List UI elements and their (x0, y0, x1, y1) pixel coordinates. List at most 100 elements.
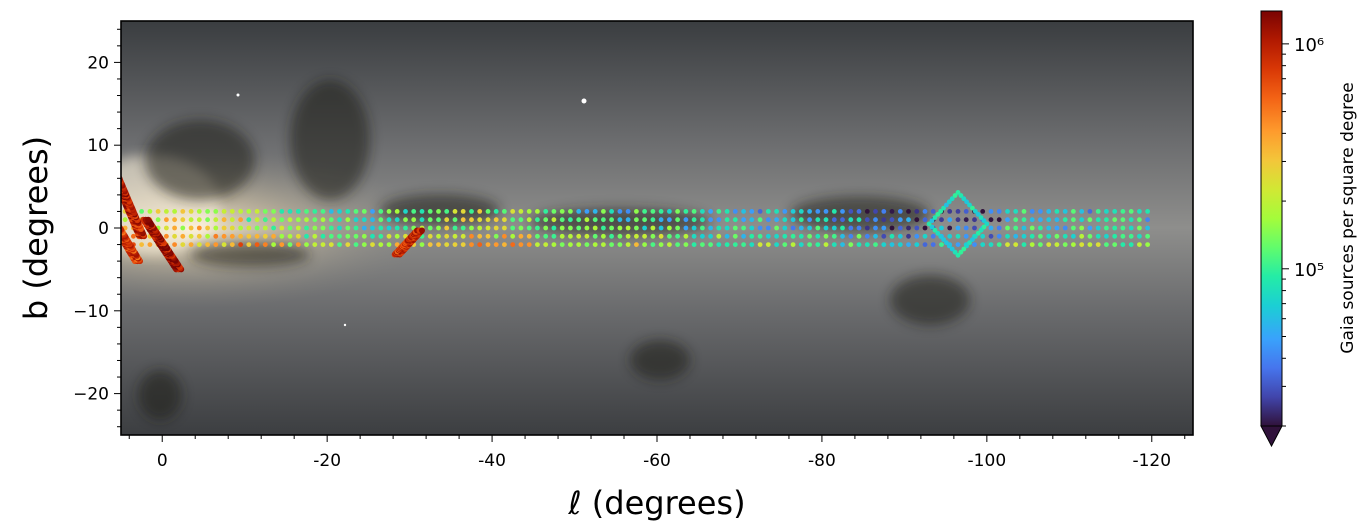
grid-point (328, 225, 334, 231)
diamond-point (949, 246, 955, 252)
grid-point (1145, 242, 1150, 248)
grid-point (469, 242, 474, 248)
grid-point (617, 209, 623, 214)
strip-point (110, 218, 116, 224)
diamond-point (981, 218, 987, 224)
diamond-point (972, 234, 978, 239)
grid-point (741, 233, 746, 239)
grid-point (477, 217, 483, 223)
grid-point (510, 217, 516, 223)
grid-point (922, 225, 928, 231)
grid-point (774, 217, 779, 223)
grid-point (353, 209, 359, 214)
grid-point (642, 242, 647, 248)
grid-point (592, 233, 598, 239)
grid-point (881, 233, 887, 239)
grid-point (807, 217, 812, 223)
grid-point (683, 209, 689, 214)
grid-point (930, 242, 936, 248)
grid-point (1046, 217, 1052, 223)
strip-point (114, 220, 120, 226)
grid-point (1095, 225, 1101, 231)
grid-point (378, 209, 384, 214)
grid-point (667, 209, 672, 214)
grid-point (798, 225, 804, 231)
grid-point (172, 209, 178, 214)
grid-point (485, 233, 491, 239)
grid-point (700, 233, 705, 239)
diamond-point (975, 212, 981, 217)
grid-point (1054, 242, 1060, 248)
grid-point (881, 217, 887, 223)
diamond-point (984, 221, 990, 227)
grid-point (469, 217, 474, 223)
grid-point (370, 217, 375, 223)
grid-point (881, 209, 887, 214)
grid-point (1087, 225, 1093, 231)
grid-point (1112, 209, 1118, 214)
grid-point (881, 242, 887, 248)
grid-point (164, 233, 169, 239)
grid-point (559, 233, 565, 239)
grid-point (337, 233, 342, 239)
grid-point (1137, 225, 1142, 231)
grid-point (469, 225, 474, 231)
grid-point (1062, 242, 1068, 248)
grid-point (312, 225, 318, 231)
grid-point (1087, 233, 1093, 239)
grid-point (914, 217, 920, 223)
x-tick-label: -20 (313, 451, 341, 471)
grid-point (568, 209, 573, 214)
strip-point (113, 218, 119, 224)
grid-point (724, 233, 730, 239)
grid-point (394, 225, 400, 231)
diamond-point (935, 212, 941, 217)
grid-point (460, 242, 466, 248)
grid-point (765, 242, 771, 248)
grid-point (774, 233, 779, 239)
grid-point (873, 233, 878, 239)
grid-point (279, 209, 285, 214)
grid-point (749, 225, 755, 231)
grid-point (650, 225, 656, 231)
grid-point (609, 233, 614, 239)
grid-point (1095, 209, 1101, 214)
grid-point (617, 225, 623, 231)
diamond-point (952, 193, 958, 198)
grid-point (1054, 233, 1060, 239)
grid-point (774, 209, 779, 214)
grid-point (741, 217, 746, 223)
grid-point (535, 242, 540, 248)
grid-point (518, 225, 524, 231)
grid-point (196, 217, 202, 223)
grid-point (1128, 225, 1134, 231)
grid-point (485, 217, 491, 223)
grid-point (394, 217, 400, 223)
grid-point (287, 209, 293, 214)
strip-point (111, 175, 117, 181)
grid-point (386, 242, 392, 248)
diamond-point (944, 202, 949, 208)
grid-point (271, 225, 276, 231)
grid-point (370, 225, 375, 231)
strip-point (106, 210, 112, 216)
grid-point (980, 242, 986, 248)
grid-point (1005, 242, 1010, 248)
grid-point (634, 209, 639, 214)
grid-point (856, 225, 862, 231)
grid-point (361, 233, 367, 239)
grid-point (1104, 225, 1109, 231)
grid-point (889, 233, 895, 239)
grid-point (1054, 209, 1060, 214)
diamond-point (958, 193, 964, 198)
grid-point (576, 209, 582, 214)
grid-point (196, 225, 202, 231)
grid-point (229, 233, 235, 239)
x-axis-label: ℓ (degrees) (567, 484, 745, 522)
grid-point (320, 217, 326, 223)
grid-point (716, 225, 722, 231)
grid-point (1120, 217, 1126, 223)
grid-point (1021, 242, 1027, 248)
grid-point (724, 217, 730, 223)
